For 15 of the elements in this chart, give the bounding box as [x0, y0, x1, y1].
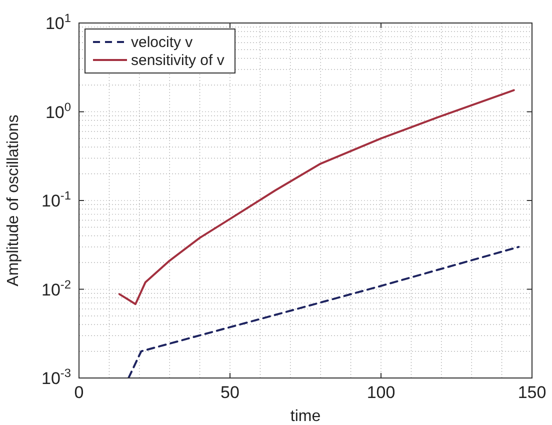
- legend-label: velocity v: [131, 34, 194, 51]
- x-tick-label: 150: [518, 383, 546, 402]
- y-axis-title: Amplitude of oscillations: [5, 114, 22, 286]
- legend-label: sensitivity of v: [131, 52, 225, 69]
- x-tick-label: 0: [74, 383, 84, 402]
- line-series: [118, 89, 515, 306]
- y-tick-label: 10$^{-2}$: [42, 277, 72, 300]
- y-tick-label: 10$^{0}$: [45, 100, 72, 122]
- y-tick-label: 10$^{-3}$: [42, 366, 72, 388]
- x-tick-label: 50: [220, 383, 240, 402]
- x-tick-label: 100: [366, 383, 396, 402]
- line-series: [128, 246, 520, 378]
- x-axis-title: time: [290, 408, 321, 425]
- y-tick-label: 10$^{1}$: [45, 11, 72, 33]
- y-tick-label: 10$^{-1}$: [42, 188, 72, 210]
